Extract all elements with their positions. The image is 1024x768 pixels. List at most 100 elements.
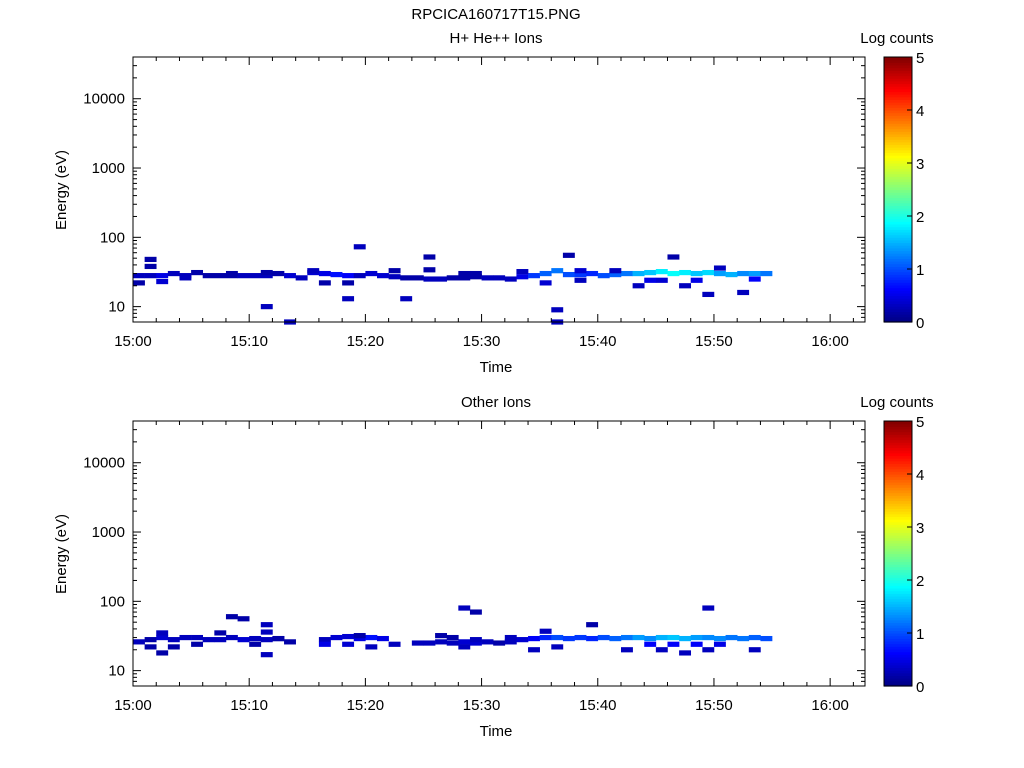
heatmap-cells <box>133 605 773 658</box>
x-tick-label: 15:40 <box>579 333 617 350</box>
heatmap-cell <box>667 634 680 641</box>
heatmap-cell <box>179 275 192 281</box>
heatmap-cell <box>237 273 273 279</box>
heatmap-cell <box>737 289 750 296</box>
colorbar-band <box>884 458 912 462</box>
heatmap-cell <box>284 639 296 645</box>
colorbar-band <box>884 115 912 119</box>
panel-title: Other Ions <box>461 394 531 411</box>
colorbar-band <box>884 598 912 602</box>
heatmap-cell <box>237 616 250 622</box>
colorbar-band <box>884 648 912 653</box>
heatmap-cell <box>539 628 552 634</box>
heatmap-cell <box>644 641 657 647</box>
heatmap-cell <box>295 275 308 281</box>
heatmap-cell <box>423 640 436 646</box>
heatmap-cell <box>435 633 448 639</box>
heatmap-cell <box>400 296 413 302</box>
colorbar-band <box>884 609 912 613</box>
colorbar-band <box>884 577 912 581</box>
colorbar-band <box>884 580 912 584</box>
colorbar-band <box>884 505 912 510</box>
y-tick-label: 100 <box>100 229 125 246</box>
colorbar-tick-label: 5 <box>916 50 924 67</box>
heatmap-cell <box>516 274 529 280</box>
colorbar-band <box>884 131 912 135</box>
y-tick-label: 10000 <box>83 455 125 472</box>
colorbar-band <box>884 426 912 430</box>
heatmap-cell <box>307 268 320 274</box>
heatmap-cell <box>644 635 657 642</box>
colorbar-band <box>884 481 912 486</box>
heatmap-cell <box>318 280 331 286</box>
heatmap-cell <box>342 273 355 279</box>
heatmap-cell <box>167 644 180 650</box>
colorbar-band <box>884 585 912 589</box>
heatmap-cell <box>621 270 633 277</box>
heatmap-cell <box>748 634 761 641</box>
colorbar-band <box>884 128 912 132</box>
colorbar-band <box>884 564 912 568</box>
colorbar-band <box>884 189 912 193</box>
heatmap-cell <box>632 270 645 277</box>
heatmap-cell <box>214 637 227 643</box>
colorbar-band <box>884 534 912 539</box>
y-tick-label: 100 <box>100 593 125 610</box>
colorbar-band <box>884 181 912 185</box>
x-axis-ticks: 15:00 15:10 15:20 15:30 15:40 15:50 16:00 <box>114 57 854 350</box>
colorbar-tick-label: 0 <box>916 679 924 696</box>
colorbar-band <box>884 295 912 299</box>
heatmap-cell <box>330 271 343 278</box>
colorbar-band <box>884 255 912 259</box>
colorbar-band <box>884 149 912 153</box>
colorbar-band <box>884 163 912 167</box>
colorbar-band <box>884 529 912 533</box>
x-tick-label: 15:50 <box>695 333 733 350</box>
heatmap-cell <box>260 652 273 658</box>
heatmap-cell <box>272 635 285 642</box>
x-tick-label: 15:50 <box>695 697 733 714</box>
heatmap-cell <box>586 635 599 642</box>
colorbar-band <box>884 316 912 320</box>
heatmap-cell <box>574 271 587 278</box>
colorbar-band <box>884 173 912 177</box>
colorbar-band <box>884 627 912 631</box>
colorbar-band <box>884 155 912 159</box>
colorbar-band <box>884 444 912 449</box>
colorbar-band <box>884 423 912 427</box>
x-tick-label: 15:10 <box>230 333 268 350</box>
heatmap-cell <box>156 650 169 656</box>
y-tick-label: 10 <box>108 663 125 680</box>
colorbar-band <box>884 511 912 515</box>
heatmap-cell <box>260 269 273 276</box>
colorbar-band <box>884 428 912 433</box>
colorbar-band <box>884 306 912 310</box>
heatmap-cell <box>458 605 471 611</box>
colorbar-band <box>884 290 912 294</box>
colorbar-band <box>884 239 912 244</box>
colorbar-band <box>884 503 912 507</box>
colorbar-band <box>884 497 912 502</box>
x-tick-label: 15:20 <box>347 697 385 714</box>
colorbar-band <box>884 601 912 605</box>
heatmap-cell <box>586 270 599 277</box>
heatmap-cell <box>469 270 482 277</box>
heatmap-cell <box>388 268 401 274</box>
heatmap-cell <box>469 637 482 643</box>
heatmap-cell <box>713 641 726 647</box>
colorbar-band <box>884 231 912 236</box>
colorbar-band <box>884 274 912 278</box>
colorbar-band <box>884 300 912 305</box>
heatmap-cell <box>214 630 227 636</box>
heatmap-cell <box>504 639 517 645</box>
colorbar-band <box>884 147 912 151</box>
heatmap-cell <box>365 634 378 641</box>
colorbar-band <box>884 471 912 475</box>
colorbar-band <box>884 619 912 623</box>
heatmap-cell <box>411 640 424 646</box>
colorbar-band <box>884 667 912 671</box>
colorbar-band <box>884 442 912 446</box>
colorbar-frame <box>883 56 913 323</box>
heatmap-cell <box>156 273 169 279</box>
colorbar-band <box>884 258 912 262</box>
